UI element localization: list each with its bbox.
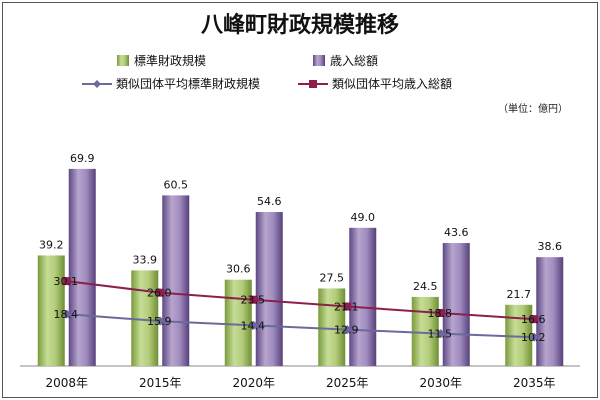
- data-label-revenue-total: 54.6: [257, 195, 282, 208]
- bar-revenue-total: [162, 195, 190, 366]
- series-line: [66, 313, 535, 339]
- x-tick-label: 2020年: [232, 376, 275, 390]
- bars-layer: [37, 168, 564, 366]
- data-label-standard-scale: 30.6: [226, 263, 251, 276]
- data-label-revenue-total: 43.6: [444, 226, 469, 239]
- data-label-similar-standard: 14.4: [241, 319, 266, 332]
- data-label-similar-revenue: 23.5: [241, 294, 266, 307]
- bar-revenue-total: [536, 257, 564, 366]
- data-label-similar-standard: 11.5: [428, 328, 453, 341]
- data-label-similar-standard: 10.2: [521, 331, 546, 344]
- point-similar-revenue: [62, 277, 71, 286]
- chart-title: 八峰町財政規模推移: [201, 12, 399, 38]
- legend-swatch-standard-scale: [117, 55, 129, 66]
- legend-label-similar-revenue: 類似団体平均歳入総額: [332, 77, 452, 91]
- data-label-similar-standard: 18.4: [54, 308, 79, 321]
- point-similar-standard: [62, 309, 72, 319]
- x-tick-label: 2015年: [139, 376, 182, 390]
- point-similar-standard: [436, 329, 446, 339]
- x-tick-label: 2030年: [419, 376, 462, 390]
- data-label-similar-revenue: 26.0: [147, 287, 172, 300]
- bar-standard-scale: [37, 255, 65, 366]
- legend-swatch-revenue-total: [313, 55, 325, 66]
- data-label-similar-revenue: 18.8: [428, 307, 453, 320]
- data-label-similar-standard: 12.9: [334, 324, 359, 337]
- legend-label-standard-scale: 標準財政規模: [134, 53, 206, 68]
- data-label-similar-revenue: 21.1: [334, 300, 359, 313]
- point-similar-revenue: [249, 295, 258, 304]
- point-similar-revenue: [530, 315, 539, 324]
- data-label-standard-scale: 21.7: [507, 288, 532, 301]
- point-similar-revenue: [156, 288, 165, 297]
- bar-revenue-total: [442, 243, 470, 366]
- point-similar-revenue: [343, 302, 352, 311]
- bar-standard-scale: [224, 279, 252, 366]
- legend-label-revenue-total: 歳入総額: [330, 54, 378, 68]
- unit-label: （単位：億円）: [498, 102, 568, 115]
- data-label-similar-revenue: 16.6: [521, 313, 546, 326]
- point-similar-standard: [529, 332, 539, 342]
- data-label-revenue-total: 38.6: [538, 240, 563, 253]
- data-label-similar-standard: 15.9: [147, 315, 172, 328]
- data-label-revenue-total: 60.5: [164, 178, 189, 191]
- bar-revenue-total: [349, 227, 377, 366]
- legend-label-similar-standard: 類似団体平均標準財政規模: [116, 76, 260, 91]
- legend-marker-square: [309, 80, 317, 88]
- x-tick-label: 2008年: [45, 376, 88, 390]
- x-tick-label: 2025年: [326, 376, 369, 390]
- point-similar-standard: [342, 325, 352, 335]
- x-ticks-layer: 2008年 2015年 2020年 2025年 2030年 2035年: [45, 376, 555, 390]
- bar-revenue-total: [255, 212, 283, 366]
- bar-standard-scale: [411, 296, 439, 366]
- bar-standard-scale: [318, 288, 346, 366]
- data-label-standard-scale: 27.5: [320, 271, 345, 284]
- data-label-standard-scale: 24.5: [413, 280, 438, 293]
- labels-layer: 39.2 69.9 33.9 60.5 30.6 54.6 27.5 49.0 24.5 43.6…: [39, 152, 562, 344]
- lines-layer: [62, 277, 539, 342]
- data-label-revenue-total: 49.0: [351, 211, 376, 224]
- point-similar-standard: [155, 316, 165, 326]
- series-line: [66, 280, 535, 321]
- data-label-standard-scale: 33.9: [133, 253, 158, 266]
- x-tick-label: 2035年: [513, 376, 556, 390]
- point-similar-standard: [249, 320, 259, 330]
- bar-revenue-total: [68, 168, 96, 366]
- bar-standard-scale: [131, 270, 159, 366]
- data-label-standard-scale: 39.2: [39, 238, 64, 251]
- legend-marker-diamond: [93, 80, 101, 88]
- data-label-similar-revenue: 30.1: [54, 275, 79, 288]
- point-similar-revenue: [436, 308, 445, 317]
- legend: 標準財政規模 歳入総額 類似団体平均標準財政規模 類似団体平均歳入総額: [82, 53, 452, 91]
- data-label-revenue-total: 69.9: [70, 152, 95, 165]
